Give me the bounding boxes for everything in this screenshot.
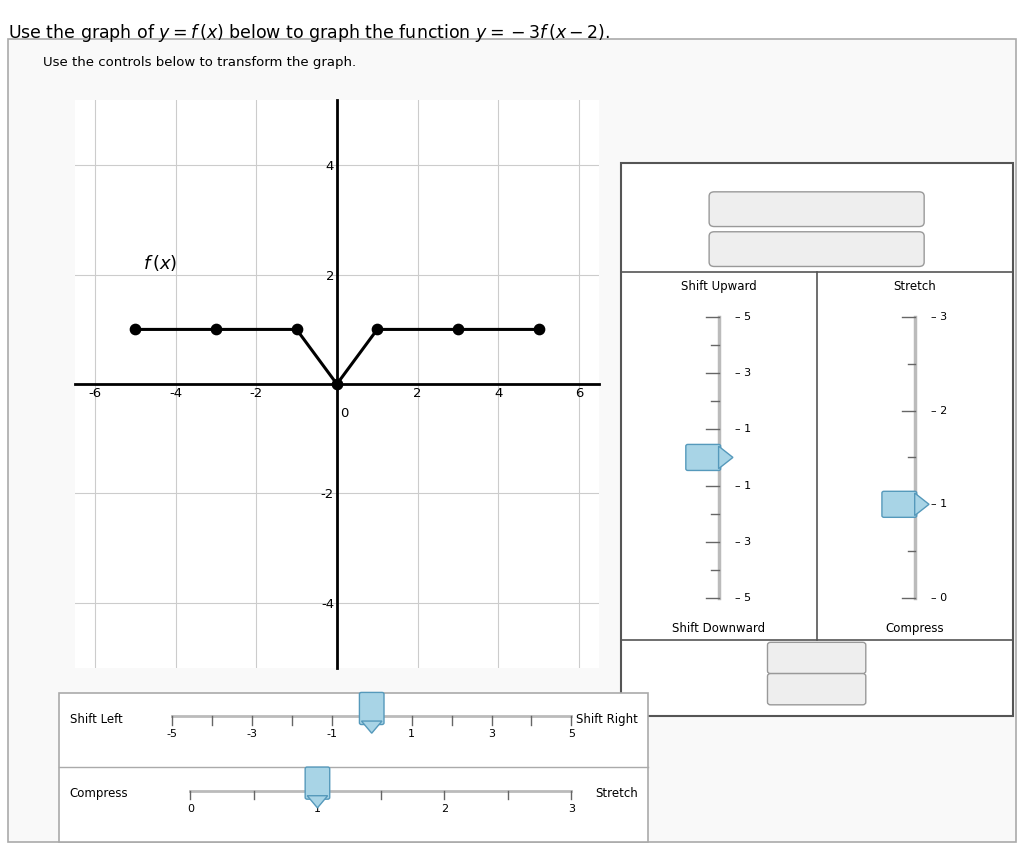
Text: – 0: – 0 — [931, 593, 947, 603]
Text: 3: 3 — [568, 804, 574, 813]
Text: Shift Left: Shift Left — [70, 713, 123, 726]
Text: 3: 3 — [488, 729, 495, 739]
Text: Shift Upward: Shift Upward — [681, 280, 757, 293]
Text: Stretch: Stretch — [893, 280, 936, 293]
Text: – 5: – 5 — [735, 312, 751, 322]
Text: – 5: – 5 — [735, 593, 751, 603]
Text: Reflect About X-axis: Reflect About X-axis — [758, 240, 876, 253]
Point — [329, 377, 345, 391]
Point — [530, 323, 547, 337]
Point — [450, 323, 466, 337]
Point — [369, 323, 385, 337]
Text: – 3: – 3 — [931, 312, 947, 322]
Text: -3: -3 — [247, 729, 257, 739]
Text: -1: -1 — [327, 729, 337, 739]
Text: 5: 5 — [568, 729, 574, 739]
Text: Compress: Compress — [886, 621, 944, 635]
Text: 1: 1 — [409, 729, 415, 739]
Text: 1: 1 — [314, 804, 321, 813]
Text: Reflect About Y-axis: Reflect About Y-axis — [758, 201, 876, 213]
Text: 0: 0 — [187, 804, 194, 813]
Text: $f\,(x)$: $f\,(x)$ — [143, 253, 178, 273]
Text: – 2: – 2 — [931, 405, 947, 416]
Point — [208, 323, 224, 337]
Point — [127, 323, 143, 337]
Text: Undo: Undo — [802, 652, 831, 664]
Text: Stretch: Stretch — [595, 787, 638, 800]
Text: Compress: Compress — [70, 787, 128, 800]
Text: – 1: – 1 — [931, 499, 947, 510]
Text: -5: -5 — [167, 729, 177, 739]
Text: Shift Right: Shift Right — [577, 713, 638, 726]
Text: – 3: – 3 — [735, 536, 751, 547]
Text: Use the controls below to transform the graph.: Use the controls below to transform the … — [43, 56, 356, 69]
Text: 2: 2 — [441, 804, 447, 813]
Text: Use the graph of $y = f\,(x)$ below to graph the function $y = -3f\,(x - 2)$.: Use the graph of $y = f\,(x)$ below to g… — [8, 22, 610, 43]
Text: Reset: Reset — [800, 683, 834, 695]
Text: – 1: – 1 — [735, 424, 751, 434]
Text: – 3: – 3 — [735, 368, 751, 378]
Text: – 1: – 1 — [735, 481, 751, 490]
Text: 0: 0 — [340, 407, 348, 420]
Text: Shift Downward: Shift Downward — [672, 621, 765, 635]
Point — [289, 323, 305, 337]
